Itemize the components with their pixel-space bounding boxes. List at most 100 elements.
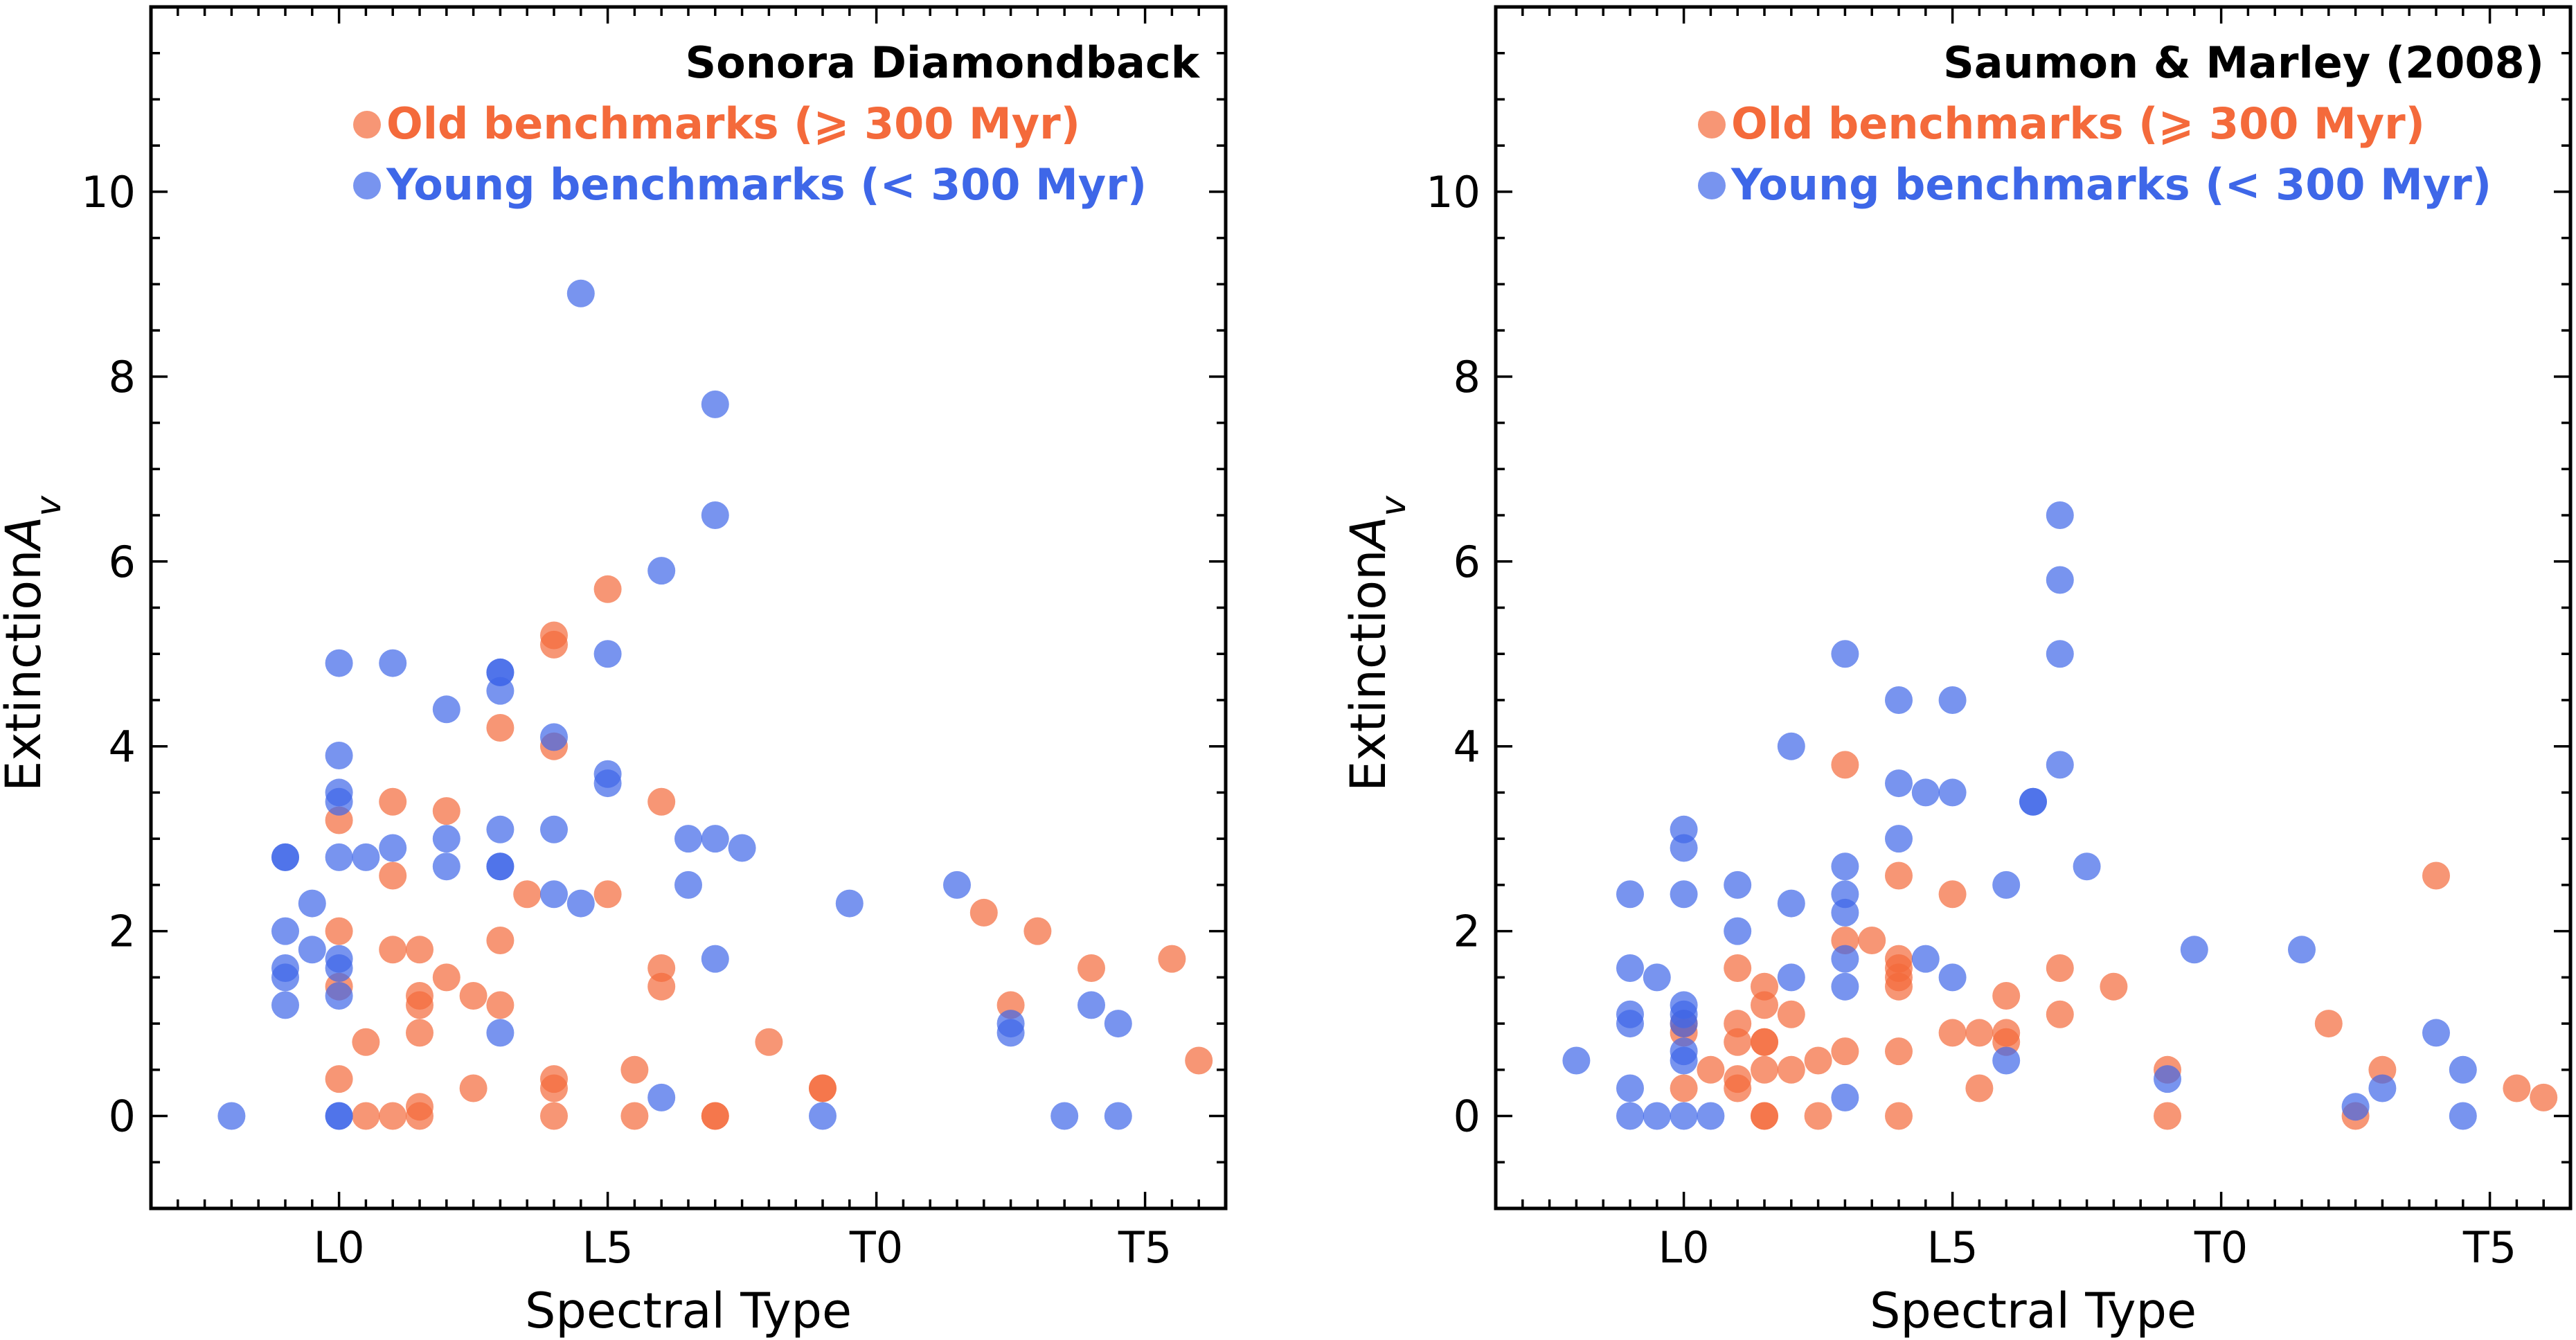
young-benchmark-point-right <box>2046 566 2074 594</box>
young-benchmark-point-left <box>271 917 299 945</box>
young-benchmark-point-left <box>835 889 864 918</box>
old-benchmark-point-right <box>1724 1074 1752 1102</box>
old-benchmark-point-left <box>809 1074 837 1102</box>
x-tick-label-right: L5 <box>1927 1222 1978 1273</box>
old-benchmark-point-right <box>1777 1055 1805 1084</box>
old-benchmark-point-left <box>406 991 433 1019</box>
y-axis-label-symbol-left: A <box>0 517 52 553</box>
legend-left: Old benchmarks (⩾ 300 Myr) Young benchma… <box>353 98 1147 210</box>
old-benchmark-point-right <box>1831 1037 1859 1066</box>
y-tick-label-left: 6 <box>109 537 136 587</box>
y-tick-label-right: 10 <box>1426 167 1481 217</box>
old-benchmark-point-right <box>1965 1074 1994 1102</box>
young-benchmark-point-right <box>1938 778 1967 807</box>
y-axis-label-right: ExtinctionAv <box>1340 495 1413 792</box>
old-benchmark-point-left <box>647 972 676 1001</box>
young-benchmark-point-left <box>298 936 326 964</box>
old-benchmark-point-left <box>459 982 488 1010</box>
legend-young-marker-left <box>353 172 381 199</box>
panel-left-ticks: L0 L5 T0 T5 0 2 4 6 8 10 <box>81 6 1227 1273</box>
old-benchmark-point-right <box>1992 982 2021 1010</box>
young-benchmark-point-left <box>325 1102 353 1130</box>
young-benchmark-point-left <box>432 825 460 853</box>
young-benchmark-point-left <box>271 963 299 992</box>
old-benchmark-point-right <box>1751 991 1778 1019</box>
old-benchmark-point-left <box>352 1028 380 1056</box>
old-benchmark-point-left <box>379 787 407 816</box>
young-benchmark-point-right <box>1885 686 1913 714</box>
young-benchmark-point-right <box>1616 1010 1644 1038</box>
young-benchmark-point-left <box>943 870 971 899</box>
young-benchmark-point-right <box>2073 852 2101 881</box>
old-benchmark-point-left <box>620 1055 649 1084</box>
old-benchmark-point-left <box>593 575 622 603</box>
young-benchmark-point-right <box>1911 945 1940 973</box>
old-benchmark-point-left <box>379 936 407 964</box>
young-benchmark-point-right <box>1724 917 1752 945</box>
young-benchmark-point-left <box>271 991 299 1019</box>
old-benchmark-point-left <box>325 1065 353 1093</box>
young-benchmark-point-right <box>1616 1074 1644 1102</box>
x-tick-label-right: L0 <box>1658 1222 1710 1273</box>
old-benchmark-point-right <box>1965 1019 1994 1047</box>
young-benchmark-point-right <box>1670 834 1698 862</box>
legend-young-marker-right <box>1698 172 1726 199</box>
young-benchmark-point-right <box>1831 640 1859 668</box>
old-benchmark-point-left <box>325 917 353 945</box>
y-tick-label-left: 10 <box>81 167 136 217</box>
legend-young-label-left: Young benchmarks (< 300 Myr) <box>386 159 1147 210</box>
young-benchmark-point-left <box>325 982 353 1010</box>
panel-right-ticks: L0 L5 T0 T5 0 2 4 6 8 10 <box>1426 6 2572 1273</box>
young-benchmark-point-right <box>1938 686 1967 714</box>
old-benchmark-point-left <box>1023 917 1052 945</box>
old-benchmark-point-right <box>1697 1055 1725 1084</box>
young-benchmark-point-right <box>1885 769 1913 798</box>
old-benchmark-point-right <box>1831 751 1859 779</box>
y-axis-label-subscript-left: v <box>28 495 69 517</box>
young-benchmark-point-right <box>1670 1046 1698 1075</box>
young-benchmark-point-right <box>1670 880 1698 909</box>
old-benchmark-point-left <box>432 797 460 825</box>
young-benchmark-point-right <box>1777 732 1805 760</box>
young-benchmark-point-right <box>1911 778 1940 807</box>
y-tick-label-right: 4 <box>1454 722 1481 772</box>
old-benchmark-point-right <box>1724 954 1752 982</box>
old-benchmark-point-left <box>1185 1046 1213 1075</box>
old-benchmark-point-left <box>513 880 542 909</box>
old-benchmark-point-right <box>1751 1028 1778 1056</box>
old-benchmark-point-right <box>1885 1102 1913 1130</box>
young-benchmark-point-right <box>1938 963 1967 992</box>
young-benchmark-point-right <box>2449 1102 2477 1130</box>
legend-right: Old benchmarks (⩾ 300 Myr) Young benchma… <box>1698 98 2492 210</box>
old-benchmark-point-left <box>540 1102 568 1130</box>
legend-old-marker-right <box>1698 111 1726 139</box>
young-benchmark-point-left <box>325 742 353 770</box>
old-benchmark-point-left <box>406 1019 433 1047</box>
legend-old-label-left: Old benchmarks (⩾ 300 Myr) <box>386 98 1080 149</box>
young-benchmark-point-left <box>325 649 353 677</box>
panel-left-marks <box>217 279 1213 1130</box>
young-benchmark-point-right <box>1831 945 1859 973</box>
young-benchmark-point-left <box>1050 1102 1079 1130</box>
x-tick-label-left: L5 <box>582 1222 634 1273</box>
young-benchmark-point-left <box>432 852 460 881</box>
young-benchmark-point-right <box>1992 870 2021 899</box>
old-benchmark-point-right <box>1885 972 1913 1001</box>
old-benchmark-point-right <box>1751 1055 1778 1084</box>
young-benchmark-point-left <box>486 677 515 705</box>
young-benchmark-point-right <box>1831 898 1859 927</box>
old-benchmark-point-left <box>486 926 515 954</box>
old-benchmark-point-left <box>1077 954 1105 982</box>
young-benchmark-point-left <box>298 889 326 918</box>
young-benchmark-point-right <box>2019 787 2047 816</box>
young-benchmark-point-right <box>2288 936 2316 964</box>
old-benchmark-point-left <box>486 991 515 1019</box>
young-benchmark-point-left <box>540 815 568 843</box>
old-benchmark-point-right <box>2046 1000 2074 1028</box>
young-benchmark-point-left <box>674 825 702 853</box>
old-benchmark-point-right <box>1938 1019 1967 1047</box>
y-tick-label-left: 4 <box>109 722 136 772</box>
young-benchmark-point-left <box>540 723 568 751</box>
y-tick-label-right: 0 <box>1454 1091 1481 1142</box>
young-benchmark-point-left <box>1104 1010 1132 1038</box>
